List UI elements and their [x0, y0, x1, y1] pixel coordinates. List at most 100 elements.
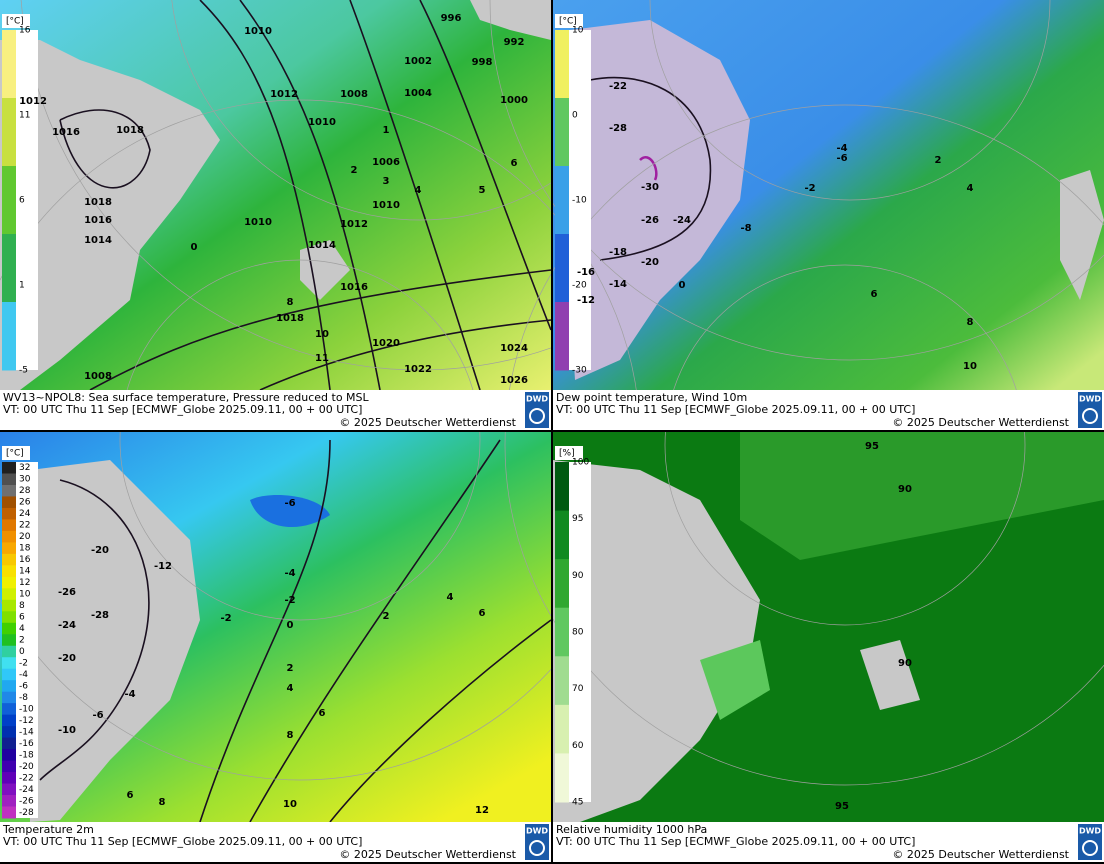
dwd-logo-swirl — [529, 408, 545, 424]
contour-label: 1008 — [340, 89, 368, 100]
contour-label: -6 — [284, 498, 295, 509]
caption-title: Dew point temperature, Wind 10m — [556, 391, 747, 404]
legend-swatch — [2, 473, 16, 486]
contour-label: -14 — [609, 279, 627, 290]
contour-label: 11 — [315, 353, 329, 364]
legend-swatch — [555, 302, 569, 371]
legend-swatch — [555, 30, 569, 99]
contour-label: 1022 — [404, 364, 432, 375]
legend-swatch — [2, 657, 16, 670]
contour-label: -2 — [220, 613, 231, 624]
contour-label: 1016 — [84, 215, 112, 226]
contour-label: 1000 — [500, 95, 528, 106]
legend-label: 28 — [19, 486, 31, 496]
contour-label: 1010 — [244, 26, 272, 37]
legend-swatch — [2, 576, 16, 589]
contour-label: 1018 — [84, 197, 112, 208]
contour-label: 1004 — [404, 88, 432, 99]
contour-label: 8 — [287, 297, 294, 308]
legend-swatch — [2, 680, 16, 693]
legend-label: -4 — [19, 670, 28, 680]
map-rh1000 — [504, 104, 1104, 822]
legend-unit-box — [2, 14, 30, 28]
contour-label: 1014 — [84, 235, 112, 246]
dwd-logo-swirl — [1082, 408, 1098, 424]
legend-label: 0 — [19, 647, 25, 657]
contour-label: 1010 — [372, 200, 400, 211]
legend-label-bg — [16, 462, 38, 818]
legend-label: -12 — [19, 716, 34, 726]
contour-label: -8 — [740, 223, 751, 234]
legend-label: 32 — [19, 463, 30, 473]
legend-swatch — [555, 753, 569, 803]
contour-label: 1010 — [244, 217, 272, 228]
contour-label: 10 — [963, 361, 977, 372]
legend-label: -16 — [19, 739, 34, 749]
caption-title: Relative humidity 1000 hPa — [556, 823, 707, 836]
legend-swatch — [2, 542, 16, 555]
contour-label: 10 — [283, 799, 297, 810]
contour-label: 1012 — [270, 89, 298, 100]
contour-label: 90 — [898, 484, 912, 495]
map-t2m — [0, 99, 641, 823]
legend-label: -5 — [19, 366, 28, 376]
legend-label: 2 — [19, 636, 25, 646]
legend-swatch — [2, 806, 16, 819]
contour-label: 1012 — [340, 219, 368, 230]
legend-swatch — [2, 703, 16, 716]
contour-label: 12 — [475, 805, 489, 816]
contour-label: -4 — [124, 689, 135, 700]
legend-swatch — [555, 704, 569, 754]
legend-label: 60 — [572, 741, 584, 751]
dwd-logo-swirl — [1082, 840, 1098, 856]
legend-label: -26 — [19, 796, 34, 806]
contour-label: 1006 — [372, 157, 400, 168]
legend-swatch — [2, 691, 16, 704]
contour-label: 4 — [287, 683, 294, 694]
legend-label: -20 — [19, 762, 34, 772]
legend-label: 100 — [572, 458, 589, 468]
caption-copyright: © 2025 Deutscher Wetterdienst — [339, 416, 516, 429]
dwd-logo-text: DWD — [1079, 827, 1101, 836]
contour-label: -2 — [804, 183, 815, 194]
caption-copyright: © 2025 Deutscher Wetterdienst — [892, 416, 1069, 429]
legend-swatch — [2, 737, 16, 750]
contour-label: 1014 — [308, 240, 336, 251]
contour-label: 4 — [447, 592, 454, 603]
legend-swatch — [555, 656, 569, 706]
legend-swatch — [2, 302, 16, 371]
caption-box — [0, 822, 551, 862]
contour-label: -12 — [154, 561, 172, 572]
legend-label: -2 — [19, 658, 28, 668]
dwd-logo-swirl — [529, 840, 545, 856]
legend-swatch — [2, 507, 16, 520]
caption-valid-time: VT: 00 UTC Thu 11 Sep [ECMWF_Globe 2025.… — [556, 403, 915, 416]
contour-label: 2 — [935, 155, 942, 166]
contour-label: 2 — [287, 663, 294, 674]
legend-label-bg — [569, 462, 591, 802]
contour-label: 8 — [287, 730, 294, 741]
contour-label: 6 — [871, 289, 878, 300]
legend-label: 95 — [572, 514, 583, 524]
legend-swatch — [2, 645, 16, 658]
legend-label: 10 — [572, 26, 584, 36]
caption-copyright: © 2025 Deutscher Wetterdienst — [339, 848, 516, 861]
contour-label: -24 — [673, 215, 691, 226]
caption-valid-time: VT: 00 UTC Thu 11 Sep [ECMWF_Globe 2025.… — [3, 403, 362, 416]
legend-swatch — [2, 496, 16, 509]
contour-label: -24 — [58, 620, 76, 631]
legend-unit: [%] — [559, 449, 575, 459]
contour-label: -26 — [58, 587, 76, 598]
caption-box — [553, 390, 1104, 430]
dwd-logo-text: DWD — [526, 827, 548, 836]
legend-label: 90 — [572, 571, 584, 581]
legend-label: 6 — [19, 613, 25, 623]
contour-label: 1 — [383, 125, 390, 136]
contour-label: -6 — [836, 153, 847, 164]
legend-swatch — [555, 462, 569, 512]
contour-label: 6 — [127, 790, 134, 801]
contour-label: 6 — [479, 608, 486, 619]
legend-label: 0 — [572, 111, 578, 121]
legend-swatch — [2, 714, 16, 727]
contour-label: 8 — [159, 797, 166, 808]
